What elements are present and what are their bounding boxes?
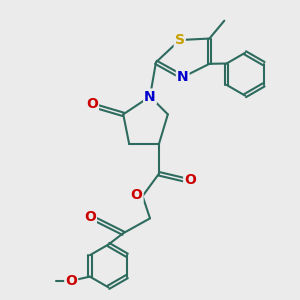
Text: O: O xyxy=(86,97,98,111)
Text: O: O xyxy=(84,210,96,224)
Text: O: O xyxy=(131,188,142,202)
Text: O: O xyxy=(184,173,196,187)
Text: O: O xyxy=(65,274,77,288)
Text: N: N xyxy=(177,70,188,84)
Text: N: N xyxy=(144,89,156,103)
Text: S: S xyxy=(175,33,185,47)
